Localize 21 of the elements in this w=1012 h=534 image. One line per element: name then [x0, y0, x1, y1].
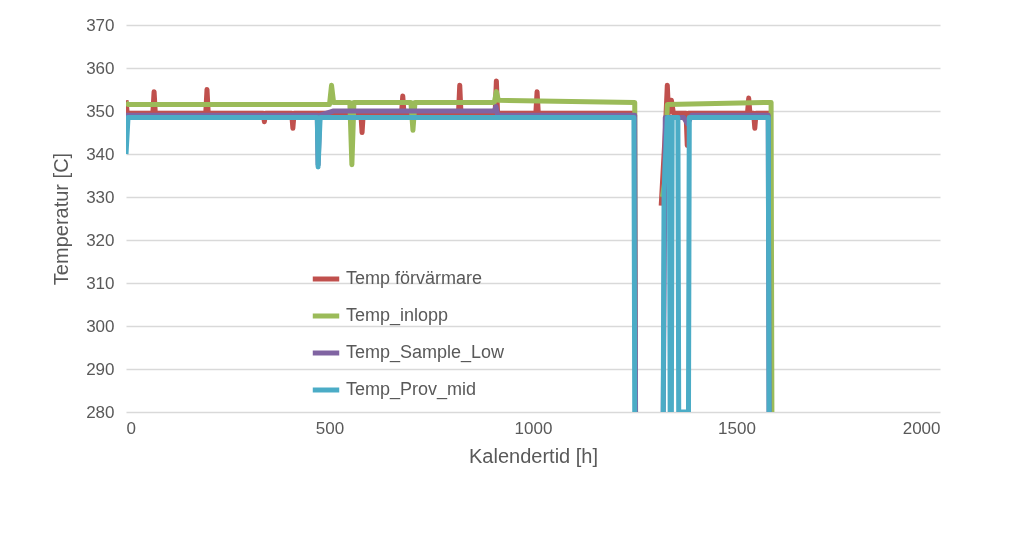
- x-tick-label: 0: [126, 418, 136, 438]
- legend-label: Temp_Prov_mid: [346, 379, 477, 400]
- x-tick-label: 2000: [902, 418, 941, 438]
- y-tick-label: 280: [86, 402, 115, 422]
- y-tick-label: 330: [86, 187, 115, 207]
- y-axis-title: Temperatur [C]: [50, 152, 73, 286]
- y-tick-label: 350: [86, 101, 115, 121]
- y-tick-label: 340: [86, 144, 115, 164]
- legend-label: Temp förvärmare: [346, 268, 483, 288]
- y-tick-label: 360: [86, 58, 115, 78]
- y-tick-label: 370: [86, 15, 115, 35]
- y-tick-label: 320: [86, 230, 115, 250]
- x-tick-label: 1000: [514, 418, 553, 438]
- legend-label: Temp_inlopp: [346, 305, 449, 326]
- x-tick-label: 500: [315, 418, 345, 438]
- x-tick-label: 1500: [718, 418, 756, 438]
- y-tick-label: 300: [86, 316, 115, 336]
- legend-label: Temp_Sample_Low: [346, 342, 506, 363]
- y-tick-label: 310: [86, 273, 115, 293]
- x-axis-title: Kalendertid [h]: [469, 444, 598, 467]
- y-tick-label: 290: [86, 359, 115, 379]
